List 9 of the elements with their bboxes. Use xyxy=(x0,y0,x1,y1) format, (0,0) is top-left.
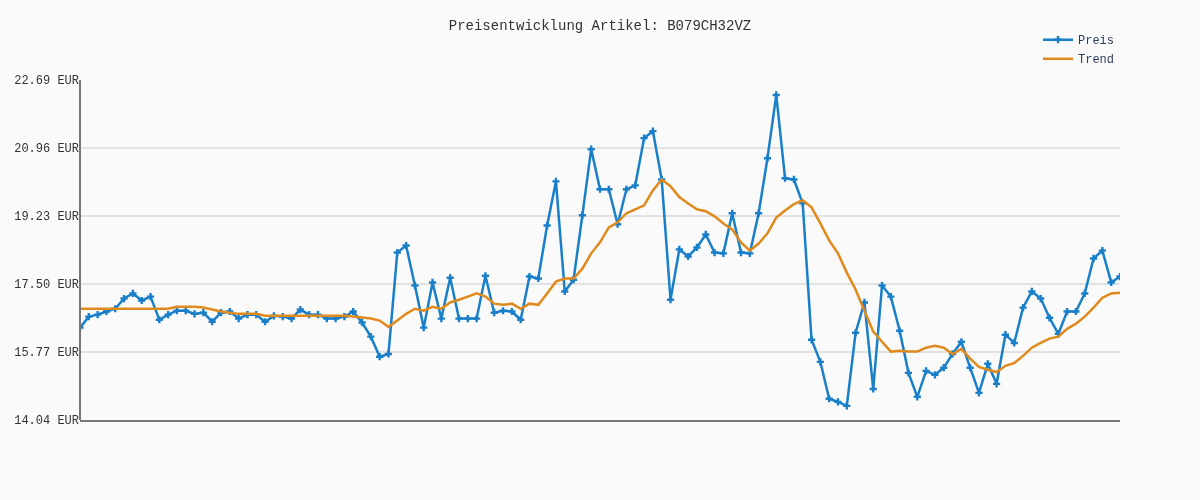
y-tick-label: 15.77 EUR xyxy=(14,346,79,361)
chart-title: Preisentwicklung Artikel: B079CH32VZ xyxy=(448,17,752,34)
y-tick-label: 19.23 EUR xyxy=(14,210,79,225)
y-tick-label: 17.50 EUR xyxy=(14,278,79,293)
y-tick-label: 22.69 EUR xyxy=(14,74,79,89)
y-tick-label: 14.04 EUR xyxy=(14,414,79,429)
legend-label: Trend xyxy=(1078,53,1115,68)
legend-label: Preis xyxy=(1078,34,1115,49)
y-tick-label: 20.96 EUR xyxy=(14,142,79,157)
